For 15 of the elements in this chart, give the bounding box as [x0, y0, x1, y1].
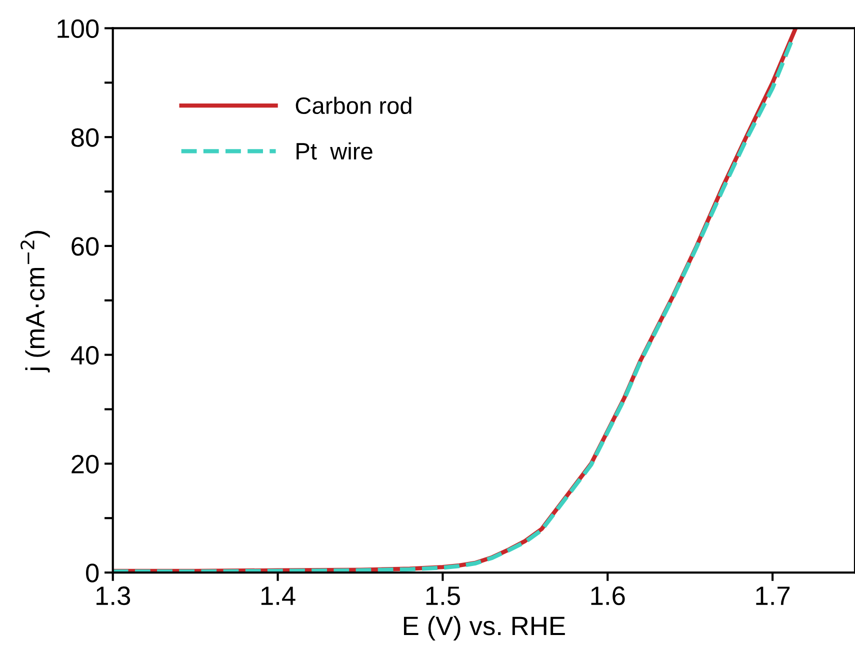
x-tick-label: 1.3	[96, 586, 130, 606]
x-tick-label: 1.7	[756, 586, 790, 605]
legend-label: Pt wire	[296, 142, 372, 160]
y-tick-label: 40	[70, 346, 99, 365]
x-tick-label: 1.5	[426, 586, 460, 606]
y-tick-label: 20	[72, 454, 99, 474]
y-axis-title: j (mA·cm$^{−2}$)	[20, 230, 50, 372]
y-tick-label: 80	[71, 128, 99, 147]
y-tick-label: 0	[86, 564, 99, 582]
y-tick-label: 60	[72, 237, 99, 256]
legend-label: Carbon rod	[296, 96, 412, 114]
x-tick-label: 1.6	[591, 586, 625, 606]
y-tick-label: 100	[58, 19, 99, 38]
x-axis-title: E (V) vs. RHE	[404, 616, 565, 640]
x-tick-label: 1.4	[261, 586, 296, 605]
